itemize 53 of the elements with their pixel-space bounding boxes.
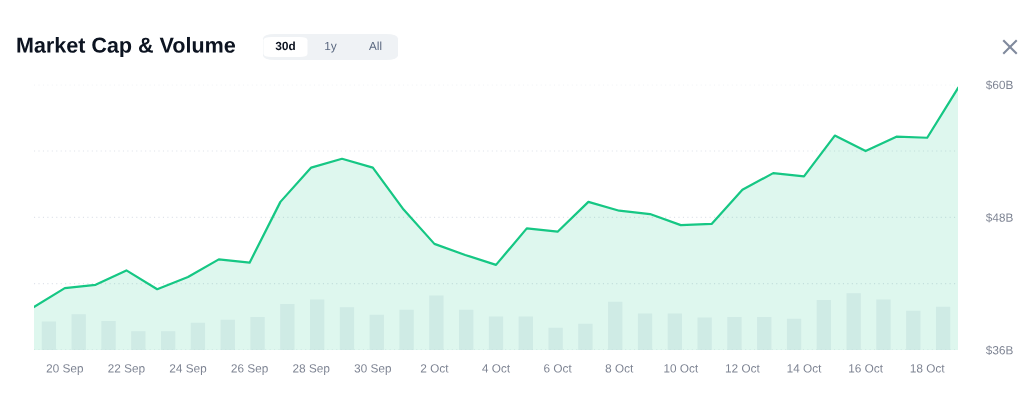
- bar: [757, 317, 772, 350]
- text: 30d: [275, 41, 295, 51]
- bar: [578, 323, 593, 350]
- text: 1y: [325, 41, 337, 53]
- x-tick-label: 2 Oct: [420, 364, 449, 373]
- bar: [369, 314, 384, 350]
- bar: [41, 321, 57, 350]
- bar: [608, 301, 623, 350]
- bar: [846, 293, 861, 350]
- x-tick-label: 6 Oct: [544, 364, 572, 373]
- bar: [131, 331, 146, 350]
- x-tick-label: 16 Oct: [849, 364, 883, 373]
- bar: [310, 299, 325, 350]
- y-tick-label: $36B: [985, 345, 1013, 356]
- x-tick-label: 22 Sep: [108, 364, 145, 375]
- bar: [190, 322, 206, 350]
- bar: [906, 310, 921, 350]
- bar: [876, 299, 891, 350]
- x-tick-label: 10 Oct: [664, 364, 699, 373]
- y-tick-label: $60B: [985, 80, 1013, 90]
- bar: [101, 321, 116, 350]
- x-tick-label: 8 Oct: [605, 364, 634, 373]
- text: All: [368, 41, 382, 51]
- bar: [786, 318, 802, 350]
- bar: [459, 309, 474, 350]
- bar: [429, 295, 444, 350]
- x-tick-label: 14 Oct: [787, 364, 822, 373]
- bar: [637, 313, 653, 350]
- bar: [280, 303, 295, 350]
- x-tick-label: 28 Sep: [293, 364, 330, 375]
- bar: [339, 307, 355, 350]
- bar: [667, 313, 682, 350]
- x-tick-label: 24 Sep: [169, 364, 207, 375]
- bar: [727, 317, 742, 350]
- bar: [935, 306, 951, 350]
- bar: [160, 331, 176, 350]
- bar: [399, 309, 414, 350]
- x-tick-label: 18 Oct: [910, 364, 945, 373]
- x-tick-label: 30 Sep: [354, 364, 392, 375]
- bar: [220, 319, 235, 350]
- bar: [697, 317, 712, 350]
- bar: [250, 317, 265, 350]
- bar: [548, 327, 563, 350]
- x-tick-label: 12 Oct: [725, 364, 760, 373]
- bar: [816, 299, 832, 350]
- x-tick-label: 26 Sep: [231, 364, 268, 375]
- y-tick-label: $48B: [985, 212, 1013, 223]
- bar: [488, 316, 504, 350]
- bar: [518, 316, 533, 350]
- x-tick-label: 20 Sep: [46, 364, 84, 375]
- chart-title: Market Cap & Volume: [17, 36, 235, 58]
- x-tick-label: 4 Oct: [482, 364, 511, 373]
- bar: [71, 314, 86, 350]
